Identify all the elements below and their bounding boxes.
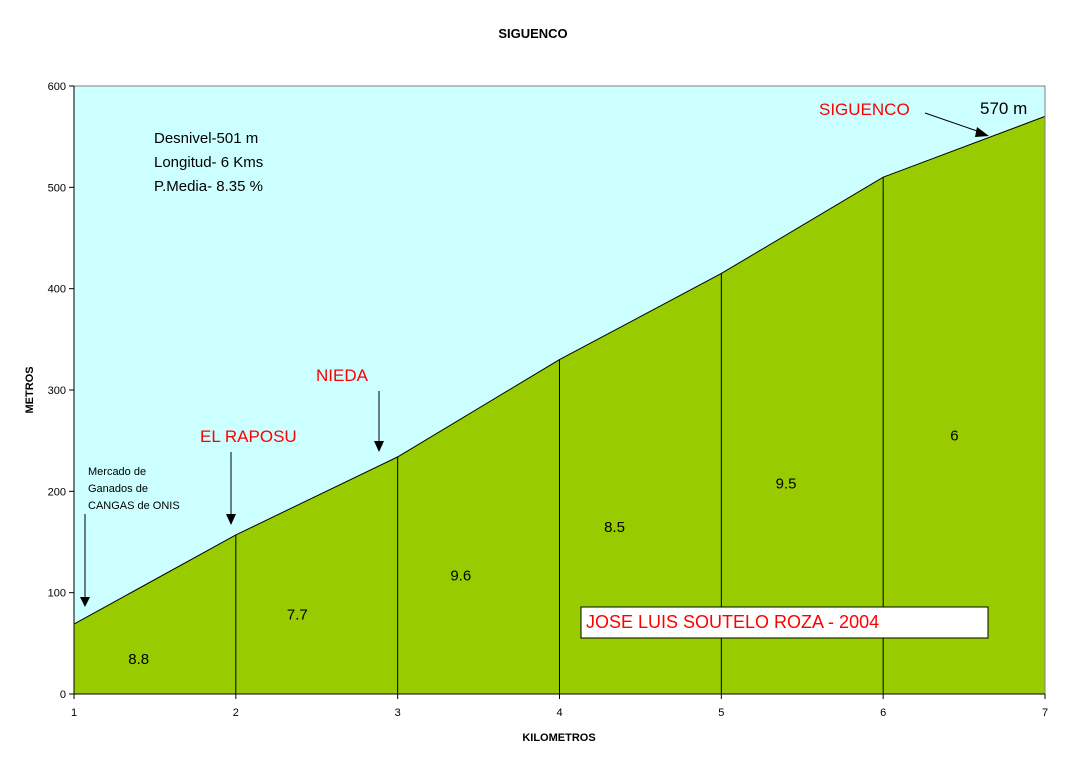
author-label: JOSE LUIS SOUTELO ROZA - 2004 bbox=[586, 612, 879, 632]
start-arrow-head bbox=[80, 597, 90, 607]
start-note-line-1: Mercado de bbox=[88, 466, 146, 478]
gradient-label-km-2: 7.7 bbox=[287, 606, 308, 623]
x-tick-label-3: 3 bbox=[395, 707, 401, 719]
y-tick-label-300: 300 bbox=[48, 385, 66, 397]
el-raposu-annotation: EL RAPOSU bbox=[200, 427, 297, 525]
stat-longitud: Longitud- 6 Kms bbox=[154, 154, 263, 171]
author-box-frame bbox=[580, 606, 989, 639]
gradient-label-km-5: 9.5 bbox=[776, 476, 797, 493]
x-tick-label-7: 7 bbox=[1042, 707, 1048, 719]
y-tick-label-600: 600 bbox=[48, 81, 66, 93]
nieda-arrow-head bbox=[374, 441, 384, 452]
gradient-label-km-6: 6 bbox=[950, 428, 958, 445]
y-tick-label-500: 500 bbox=[48, 182, 66, 194]
y-tick-label-0: 0 bbox=[60, 689, 66, 701]
start-note-line-3: CANGAS de ONIS bbox=[88, 500, 180, 512]
author-box: JOSE LUIS SOUTELO ROZA - 2004 bbox=[580, 606, 989, 639]
summit-height-label: 570 m bbox=[980, 99, 1027, 118]
summit-annotation: SIGUENCO 570 m bbox=[819, 99, 1027, 137]
y-tick-label-400: 400 bbox=[48, 284, 66, 296]
nieda-annotation: NIEDA bbox=[316, 366, 384, 452]
start-annotation: Mercado de Ganados de CANGAS de ONIS bbox=[80, 466, 180, 607]
gradient-label-km-4: 8.5 bbox=[604, 519, 625, 536]
x-tick-label-1: 1 bbox=[71, 707, 77, 719]
siguenco-label: SIGUENCO bbox=[819, 100, 910, 119]
y-tick-label-200: 200 bbox=[48, 486, 66, 498]
summit-arrow-line bbox=[924, 112, 981, 133]
y-axis-label: METROS bbox=[24, 366, 36, 413]
stat-pendiente-media: P.Media- 8.35 % bbox=[154, 178, 263, 195]
stat-desnivel: Desnivel-501 m bbox=[154, 130, 258, 147]
nieda-label: NIEDA bbox=[316, 366, 369, 385]
start-note-line-2: Ganados de bbox=[88, 483, 148, 495]
stats-box: Desnivel-501 m Longitud- 6 Kms P.Media- … bbox=[154, 130, 263, 195]
x-axis-label: KILOMETROS bbox=[522, 732, 595, 744]
el-raposu-arrow-head bbox=[226, 514, 236, 525]
x-tick-label-6: 6 bbox=[880, 707, 886, 719]
x-tick-label-4: 4 bbox=[556, 707, 562, 719]
plot-area: 0 100 200 300 400 500 600 1 2 3 4 5 6 7 8.8 7.7 9.6 8.5 9.… bbox=[48, 81, 1048, 719]
x-tick-label-2: 2 bbox=[233, 707, 239, 719]
y-tick-label-100: 100 bbox=[48, 588, 66, 600]
x-tick-label-5: 5 bbox=[718, 707, 724, 719]
el-raposu-label: EL RAPOSU bbox=[200, 427, 297, 446]
chart-title: SIGUENCO bbox=[498, 26, 567, 41]
gradient-label-km-3: 9.6 bbox=[450, 567, 471, 584]
gradient-label-km-1: 8.8 bbox=[128, 651, 149, 668]
summit-arrow-head bbox=[975, 127, 989, 137]
